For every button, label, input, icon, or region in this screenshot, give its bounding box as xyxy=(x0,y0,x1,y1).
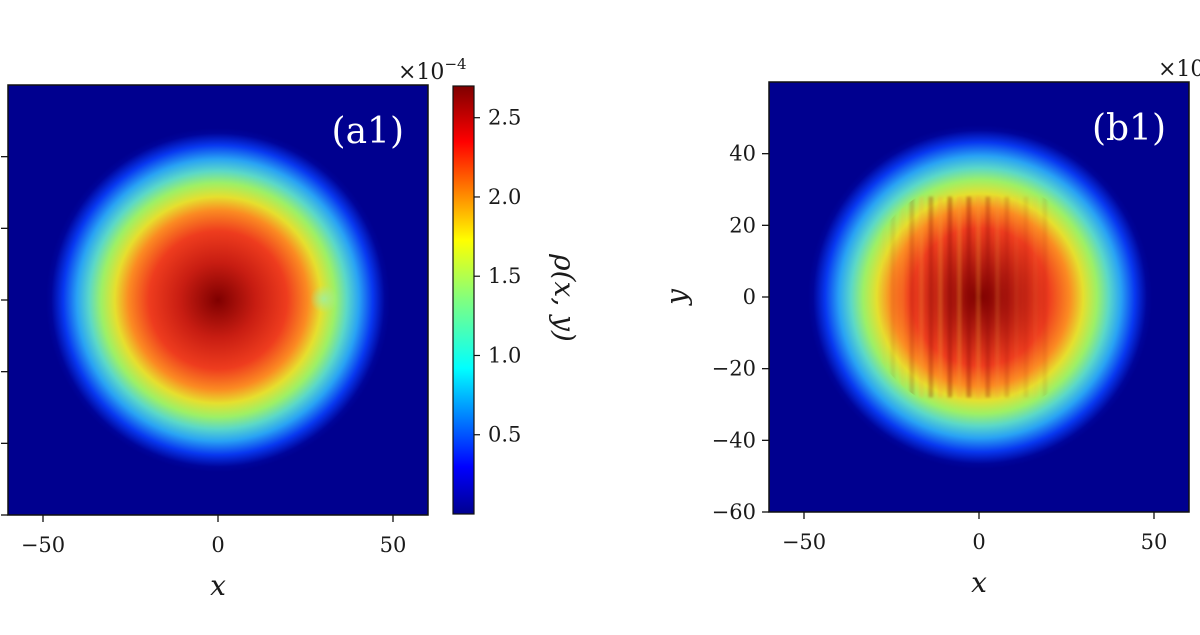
stripe xyxy=(966,196,972,398)
stripe xyxy=(985,196,991,398)
colorbar-tick-label: 2.0 xyxy=(488,185,521,209)
x-ticks: −50 0 50 xyxy=(21,515,407,557)
y-ticks xyxy=(1,156,8,516)
stripe xyxy=(957,196,962,398)
stripe xyxy=(928,196,934,398)
x-axis-label: x xyxy=(971,566,987,599)
y-tick-label: 20 xyxy=(729,213,756,237)
panel-b1: (b1) −60 −40 −20 0 20 40 −50 0 50 x y ×10 xyxy=(660,57,1200,599)
y-tick-label: −20 xyxy=(712,357,756,381)
colorbar-label: ρ(x, y) xyxy=(548,253,581,342)
colorbar-tick-label: 1.0 xyxy=(488,343,521,367)
x-axis-label: x xyxy=(210,569,226,602)
y-axis-label: y xyxy=(660,288,693,307)
x-tick-label: 50 xyxy=(380,533,407,557)
stripe xyxy=(1042,196,1048,398)
density-stripes xyxy=(881,196,1048,398)
panel-label: (a1) xyxy=(332,111,404,152)
colorbar-multiplier: ×10−4 xyxy=(398,55,467,85)
y-tick-label: −60 xyxy=(712,500,756,524)
y-tick-label: −40 xyxy=(712,428,756,452)
x-tick-label: −50 xyxy=(21,533,65,557)
y-tick-label: 0 xyxy=(743,285,756,309)
stripe xyxy=(947,196,953,398)
panel-a1: (a1) −50 0 50 x xyxy=(1,84,429,602)
colorbar-tick-label: 1.5 xyxy=(488,264,521,288)
stripe xyxy=(909,196,915,398)
stripe xyxy=(919,196,924,398)
stripe xyxy=(1014,196,1019,398)
colorbar-gradient xyxy=(452,85,475,515)
y-ticks: −60 −40 −20 0 20 40 xyxy=(712,142,769,524)
x-tick-label: −50 xyxy=(782,530,826,554)
stripe xyxy=(881,196,886,398)
stripe xyxy=(1023,196,1029,398)
stripe xyxy=(995,196,1000,398)
density-disk xyxy=(46,128,390,472)
stripe xyxy=(900,196,905,398)
colorbar-tick-label: 2.5 xyxy=(488,106,521,130)
x-ticks: −50 0 50 xyxy=(782,512,1168,554)
colorbar-tick-label: 0.5 xyxy=(488,423,521,447)
stripe xyxy=(1004,196,1010,398)
panel-label: (b1) xyxy=(1092,108,1166,149)
x-tick-label: 0 xyxy=(211,533,224,557)
density-bump xyxy=(310,285,338,313)
colorbar-ticks: 0.5 1.0 1.5 2.0 2.5 xyxy=(474,106,521,447)
colorbar: 0.5 1.0 1.5 2.0 2.5 ×10−4 ρ(x, y) xyxy=(398,55,581,515)
stripe xyxy=(938,196,943,398)
stripe xyxy=(1033,196,1038,398)
y-tick-label: 40 xyxy=(729,142,756,166)
x-tick-label: 0 xyxy=(972,530,985,554)
colorbar-multiplier: ×10 xyxy=(1158,57,1200,82)
stripe xyxy=(890,196,896,398)
x-tick-label: 50 xyxy=(1141,530,1168,554)
stripe xyxy=(976,196,981,398)
